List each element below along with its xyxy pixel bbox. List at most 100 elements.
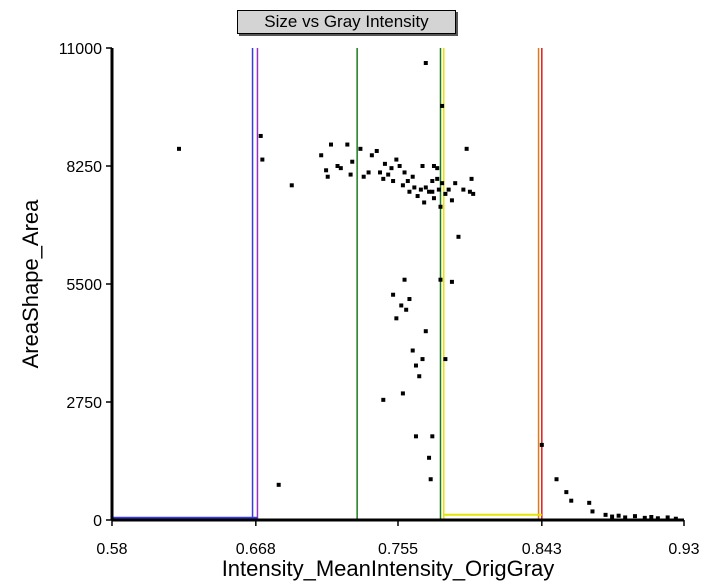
data-point <box>418 187 423 192</box>
data-point <box>438 277 443 282</box>
data-point <box>350 159 355 164</box>
y-tick-label: 11000 <box>59 41 102 58</box>
data-point <box>361 174 366 179</box>
data-point <box>319 153 324 158</box>
data-point <box>422 200 427 205</box>
data-point <box>345 142 350 147</box>
data-point <box>430 434 435 439</box>
data-point <box>642 515 647 520</box>
data-point <box>431 196 436 201</box>
data-point <box>420 357 425 362</box>
data-point <box>471 191 476 196</box>
data-point <box>289 183 294 188</box>
data-point <box>407 189 412 194</box>
data-point <box>391 292 396 297</box>
data-point <box>413 363 418 368</box>
data-point <box>655 516 660 521</box>
data-point <box>438 204 443 209</box>
data-point <box>436 187 441 192</box>
data-point <box>386 172 391 177</box>
data-point <box>324 168 329 173</box>
data-point <box>358 146 363 151</box>
data-point <box>410 348 415 353</box>
data-point <box>389 166 394 171</box>
data-point <box>423 61 428 66</box>
data-point <box>569 498 574 503</box>
data-point <box>461 187 466 192</box>
data-point <box>443 191 448 196</box>
data-point <box>399 303 404 308</box>
data-point <box>258 133 263 138</box>
data-point <box>374 148 379 153</box>
chart-title: Size vs Gray Intensity <box>237 10 456 34</box>
data-point <box>616 513 621 518</box>
data-point <box>366 170 371 175</box>
data-point <box>427 189 432 194</box>
data-point <box>649 514 654 519</box>
data-point <box>427 455 432 460</box>
data-point <box>325 174 330 179</box>
data-point <box>400 391 405 396</box>
data-point <box>440 103 445 108</box>
data-point <box>402 277 407 282</box>
data-point <box>430 189 435 194</box>
data-point <box>430 179 435 184</box>
data-point <box>420 164 425 168</box>
data-point <box>610 514 615 519</box>
x-tick-label: 0.668 <box>236 541 276 558</box>
data-point <box>449 279 454 284</box>
x-tick-label: 0.755 <box>378 541 418 558</box>
data-point <box>404 307 409 312</box>
data-point <box>603 512 608 517</box>
data-point <box>407 297 412 302</box>
y-tick-label: 5500 <box>66 277 102 294</box>
data-point <box>665 515 670 520</box>
data-point <box>423 329 428 334</box>
data-point <box>338 166 343 171</box>
data-point <box>469 176 474 181</box>
data-point <box>328 142 333 147</box>
data-point <box>348 172 353 177</box>
data-point <box>381 176 386 181</box>
y-tick-label: 2750 <box>66 395 102 412</box>
data-point <box>453 181 458 186</box>
data-point <box>412 185 417 190</box>
data-point <box>446 187 451 192</box>
y-tick-label: 8250 <box>66 159 102 176</box>
y-tick-label: 0 <box>93 513 102 530</box>
data-point <box>423 185 428 190</box>
data-point <box>276 482 281 487</box>
data-point <box>378 170 383 175</box>
data-point <box>467 189 472 194</box>
data-point <box>464 146 469 151</box>
data-point <box>435 166 440 171</box>
data-point <box>417 374 422 379</box>
data-point <box>369 153 374 158</box>
data-point <box>590 509 595 514</box>
data-point <box>397 164 402 168</box>
data-point <box>632 514 637 519</box>
data-point <box>623 515 628 520</box>
data-point <box>413 434 418 439</box>
data-point <box>260 157 265 162</box>
x-tick-label: 0.58 <box>96 541 127 558</box>
data-point <box>428 477 433 482</box>
data-point <box>410 174 415 179</box>
data-point <box>400 183 405 188</box>
data-point <box>405 179 410 184</box>
data-point <box>440 181 445 186</box>
data-point <box>587 500 592 505</box>
data-point <box>539 442 544 447</box>
data-point <box>554 477 559 482</box>
data-point <box>564 490 569 495</box>
data-point <box>449 198 454 203</box>
data-point <box>177 146 182 151</box>
x-tick-label: 0.93 <box>668 541 699 558</box>
data-point <box>402 170 407 175</box>
x-tick-label: 0.843 <box>522 541 562 558</box>
data-point <box>673 516 678 521</box>
data-point <box>456 234 461 239</box>
data-point <box>394 316 399 321</box>
data-point <box>394 157 399 162</box>
